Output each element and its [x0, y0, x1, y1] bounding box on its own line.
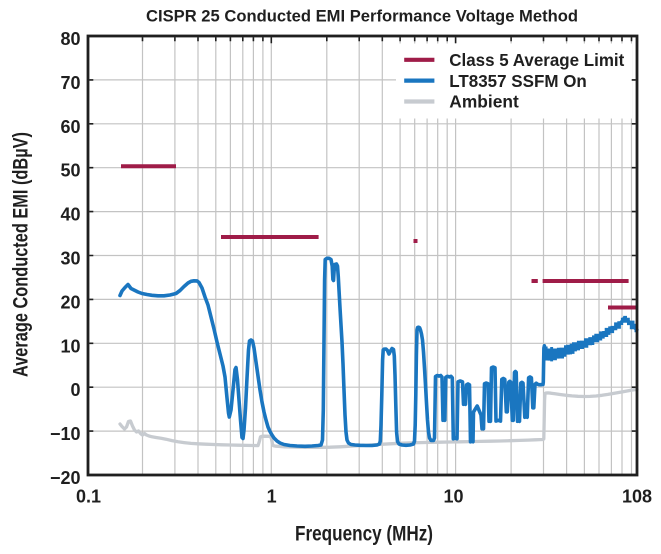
svg-text:40: 40: [60, 205, 80, 225]
svg-text:70: 70: [60, 73, 80, 93]
svg-text:Ambient: Ambient: [449, 92, 519, 112]
svg-text:Average Conducted EMI (dBµV): Average Conducted EMI (dBµV): [10, 132, 33, 377]
svg-text:50: 50: [60, 161, 80, 181]
svg-text:0: 0: [70, 380, 80, 400]
svg-text:LT8357 SSFM On: LT8357 SSFM On: [449, 71, 587, 91]
svg-text:Class 5 Average Limit: Class 5 Average Limit: [449, 50, 624, 70]
svg-text:20: 20: [60, 292, 80, 312]
svg-text:Frequency (MHz): Frequency (MHz): [295, 523, 433, 546]
svg-text:30: 30: [60, 249, 80, 269]
svg-text:1: 1: [267, 487, 277, 507]
svg-text:−10: −10: [50, 424, 81, 444]
svg-text:CISPR 25 Conducted EMI Perform: CISPR 25 Conducted EMI Performance Volta…: [146, 7, 578, 26]
svg-text:10: 10: [443, 487, 463, 507]
svg-text:10: 10: [60, 336, 80, 356]
svg-text:60: 60: [60, 117, 80, 137]
svg-text:80: 80: [60, 29, 80, 49]
svg-text:−20: −20: [50, 468, 81, 488]
svg-text:0.1: 0.1: [76, 487, 101, 507]
svg-text:108: 108: [622, 487, 652, 507]
